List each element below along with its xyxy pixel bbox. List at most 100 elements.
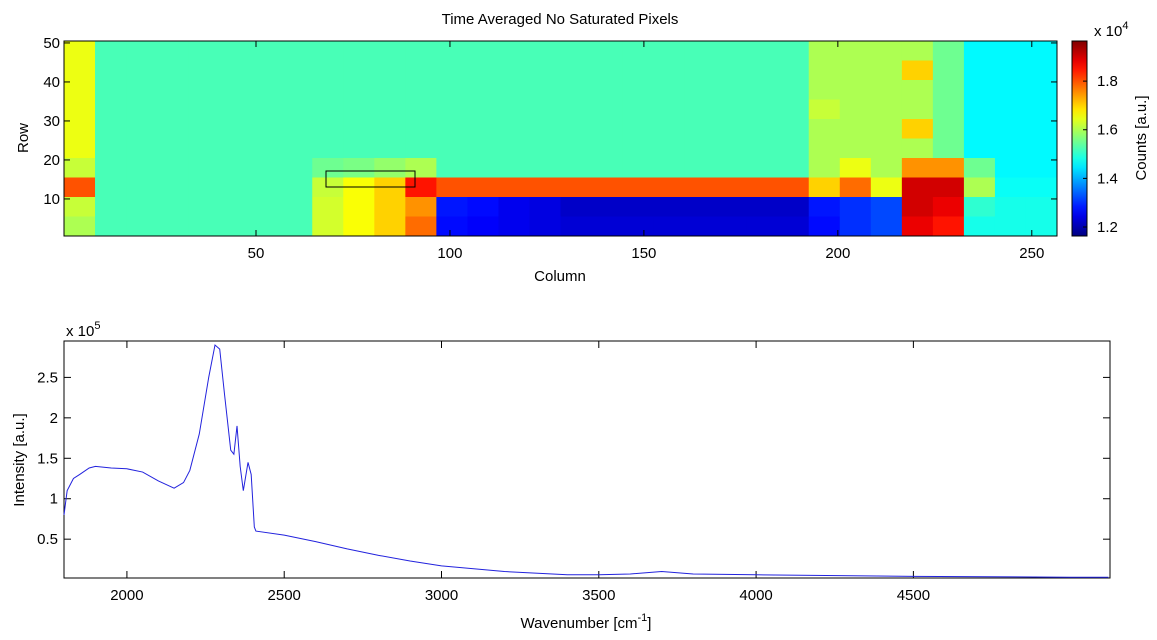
heat-cell — [560, 197, 593, 217]
heat-cell — [436, 216, 468, 237]
heat-cell — [932, 41, 965, 61]
heat-cell — [343, 197, 375, 217]
heat-cell — [653, 60, 686, 81]
heat-cell — [653, 138, 686, 159]
heat-cell — [560, 60, 593, 81]
heat-cell — [343, 60, 375, 81]
heat-cell — [777, 119, 810, 139]
heat-cell — [436, 119, 468, 139]
heat-cell — [870, 197, 903, 217]
heat-cell — [405, 41, 437, 61]
chart-title: Time Averaged No Saturated Pixels — [442, 11, 679, 28]
heat-cell — [560, 80, 593, 100]
heat-cell — [932, 99, 965, 120]
heat-cell — [467, 99, 499, 120]
heat-cell — [653, 80, 686, 100]
heat-cell — [932, 197, 965, 217]
heat-cell — [467, 177, 499, 198]
heat-cell — [157, 158, 189, 178]
colorbar-tick-label: 1.2 — [1097, 219, 1118, 236]
heat-cell — [64, 41, 96, 61]
heat-cell — [653, 158, 686, 178]
heat-cell — [684, 119, 717, 139]
heat-cell — [808, 197, 841, 217]
heat-cell — [684, 41, 717, 61]
heat-cell — [715, 177, 748, 198]
heat-cell — [653, 197, 686, 217]
heat-cell — [870, 99, 903, 120]
y-tick-label: 10 — [43, 191, 60, 208]
heat-cell — [157, 60, 189, 81]
heat-cell — [374, 99, 406, 120]
heat-cell — [281, 138, 313, 159]
heat-cell — [622, 41, 655, 61]
heat-cell — [963, 80, 996, 100]
heat-cell — [157, 177, 189, 198]
heat-cell — [436, 197, 468, 217]
heat-cell — [467, 138, 499, 159]
heat-cell — [777, 197, 810, 217]
heat-cell — [1025, 158, 1058, 178]
heat-cell — [529, 80, 561, 100]
heat-cell — [126, 41, 158, 61]
heat-cell — [591, 60, 624, 81]
x-axis-label-part: -1 — [638, 612, 648, 624]
heat-cell — [436, 60, 468, 81]
heat-cell — [219, 99, 251, 120]
heat-cell — [994, 119, 1027, 139]
heat-cell — [591, 138, 624, 159]
heat-cell — [901, 158, 934, 178]
heat-cell — [963, 177, 996, 198]
heat-cell — [374, 138, 406, 159]
heat-cell — [250, 177, 282, 198]
heat-cell — [529, 216, 561, 237]
heat-cell — [901, 80, 934, 100]
x-tick-label: 200 — [825, 245, 850, 262]
y-tick-label: 20 — [43, 152, 60, 169]
heat-cell — [684, 216, 717, 237]
heat-cell — [126, 216, 158, 237]
heat-cell — [901, 119, 934, 139]
heat-cell — [126, 60, 158, 81]
heat-cell — [126, 197, 158, 217]
heat-cell — [622, 158, 655, 178]
heat-cell — [839, 197, 872, 217]
heat-cell — [777, 80, 810, 100]
heat-cell — [839, 216, 872, 237]
heat-cell — [808, 138, 841, 159]
heat-cell — [901, 138, 934, 159]
heat-cell — [715, 60, 748, 81]
heat-cell — [467, 158, 499, 178]
heat-cell — [963, 197, 996, 217]
heat-cell — [932, 60, 965, 81]
heat-cell — [64, 158, 96, 178]
heat-cell — [529, 41, 561, 61]
heat-cell — [219, 138, 251, 159]
heat-cell — [281, 158, 313, 178]
heat-cell — [777, 138, 810, 159]
heat-cell — [746, 197, 779, 217]
heat-cell — [219, 158, 251, 178]
heat-cell — [126, 99, 158, 120]
y-tick-label: 2 — [50, 410, 58, 427]
heat-cell — [591, 158, 624, 178]
heat-cell — [994, 177, 1027, 198]
colorbar-tick-label: 1.6 — [1097, 122, 1118, 139]
heat-cell — [374, 197, 406, 217]
heat-cell — [498, 197, 530, 217]
heat-cell — [777, 158, 810, 178]
heat-cell — [157, 138, 189, 159]
heat-cell — [157, 99, 189, 120]
heat-cell — [126, 80, 158, 100]
heat-cell — [684, 99, 717, 120]
heat-cell — [405, 177, 437, 198]
y-multiplier-part: x 10 — [66, 323, 94, 340]
heat-cell — [839, 177, 872, 198]
heat-cell — [312, 41, 344, 61]
heat-cell — [994, 138, 1027, 159]
heat-cell — [994, 216, 1027, 237]
heat-cell — [591, 41, 624, 61]
plot-frame — [63, 40, 1058, 237]
heat-cell — [157, 119, 189, 139]
heat-cell — [219, 119, 251, 139]
